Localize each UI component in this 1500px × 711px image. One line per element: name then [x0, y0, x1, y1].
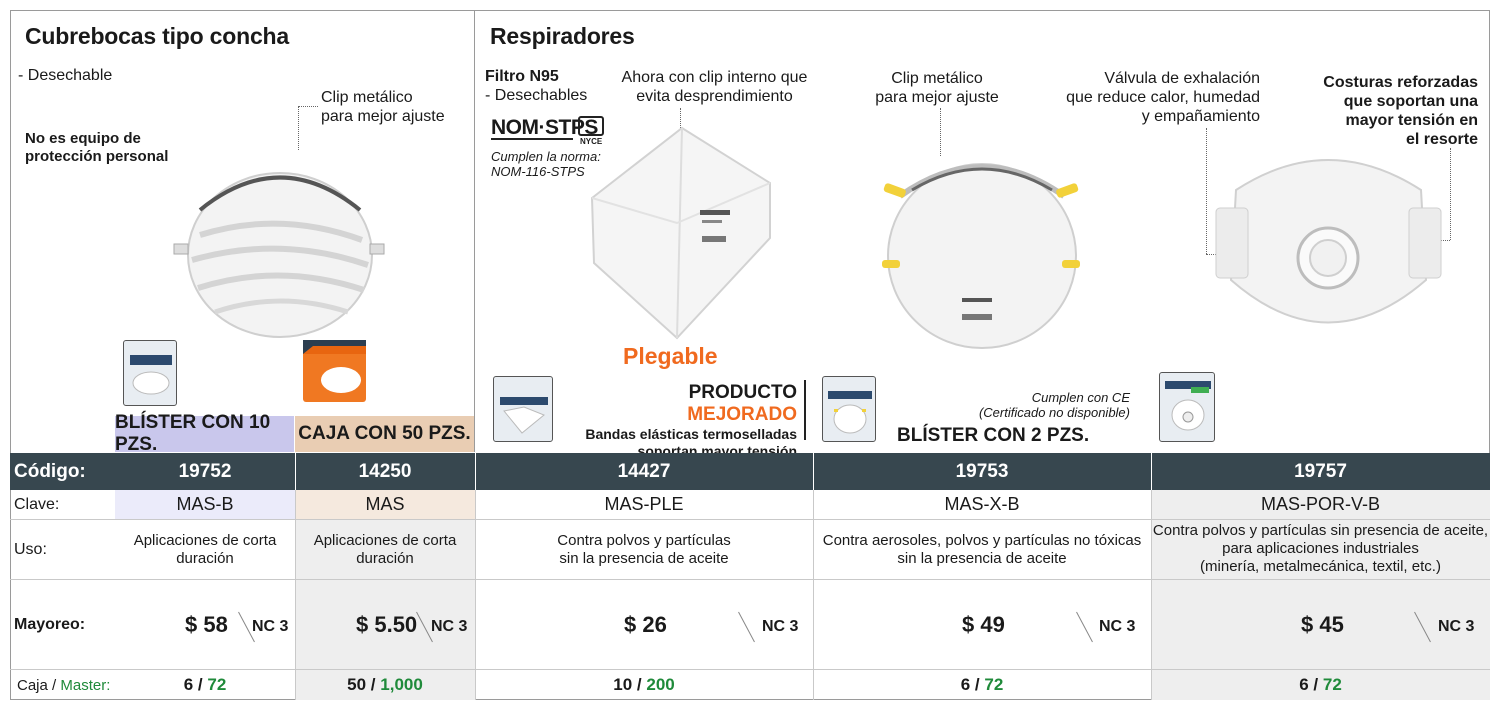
uso-14250: Aplicaciones de corta duración: [295, 520, 475, 579]
leader-line: [940, 108, 941, 156]
box-package-image: [303, 340, 366, 402]
clip-interno-note: Ahora con clip interno que evita desprend…: [621, 69, 808, 105]
ce-note: Cumplen con CE (Certificado no disponible…: [978, 390, 1130, 420]
clave-mas-x-b: MAS-X-B: [944, 494, 1020, 514]
codigo-19757: 19757: [1294, 460, 1347, 482]
leader-line: [298, 106, 318, 107]
uso-19753: Contra aerosoles, polvos y partículas no…: [822, 531, 1142, 567]
leader-line: [1450, 148, 1451, 240]
caja-19753: 6 / 72: [960, 675, 1004, 694]
price-19757: $ 45: [1301, 612, 1344, 637]
leader-line: [1206, 128, 1207, 254]
catalog-frame: [10, 10, 1490, 700]
left-feature: - Desechable: [18, 67, 113, 84]
uso-row: Uso: Aplicaciones de corta duración Aplic…: [10, 520, 1490, 580]
codigo-label: Código:: [14, 460, 86, 482]
shell-mask-image: [173, 172, 385, 338]
leader-line: [1434, 240, 1450, 241]
price-19753: $ 49: [962, 612, 1005, 637]
caja-master-row: Caja / Master: 6 / 72 50 / 1,000 10 / 20…: [10, 670, 1490, 700]
clip-note-left: Clip metálico para mejor ajuste: [321, 89, 445, 125]
x-blister-package-image: [822, 376, 876, 442]
mayoreo-label: Mayoreo:: [14, 615, 86, 633]
valve-respirator-image: [1215, 159, 1442, 324]
uso-19752: Aplicaciones de corta duración: [133, 531, 277, 567]
caja-14250: 50 / 1,000: [295, 670, 475, 700]
valve-blister-package-image: [1159, 372, 1215, 442]
mejorado-divider: [804, 380, 806, 440]
cup-respirator-image: [882, 163, 1080, 349]
nc-19752: NC 3: [252, 618, 289, 635]
caja-label: CAJA CON 50 PZS.: [295, 416, 474, 452]
uso-label: Uso:: [14, 540, 47, 558]
leader-line: [298, 106, 299, 150]
nyce-icon: [578, 116, 604, 136]
price-19752: $ 58: [185, 612, 228, 637]
clave-mas-b: MAS-B: [115, 490, 295, 519]
nc-14250: NC 3: [431, 618, 468, 635]
leader-line: [680, 108, 681, 130]
mayoreo-row: Mayoreo: $ 58 NC 3 $ 5.50 NC 3 $ 26 NC 3…: [10, 580, 1490, 670]
caja-14427: 10 / 200: [613, 675, 675, 694]
blister-package-image: [123, 340, 177, 406]
codigo-14427: 14427: [617, 460, 671, 482]
nom-underline: [491, 138, 573, 140]
nom-stps-logo: NOM·STPS: [491, 116, 598, 139]
section-divider: [474, 10, 475, 452]
table-header-row: Código: 19752 14250 14427 19753 19757: [10, 453, 1490, 490]
left-section-title: Cubrebocas tipo concha: [25, 23, 289, 49]
clave-mas-por-v-b: MAS-POR-V-B: [1151, 490, 1490, 519]
price-14250: $ 5.50: [356, 612, 418, 637]
costuras-note: Costuras reforzadas que soportan una mayor…: [1323, 74, 1478, 148]
blister-label: BLÍSTER CON 10 PZS.: [115, 412, 294, 455]
nyce-text: NYCE: [580, 137, 603, 146]
clip-note-x: Clip metálico para mejor ajuste: [875, 70, 999, 106]
norma-text: Cumplen la norma: NOM-116-STPS: [491, 149, 601, 179]
uso-19757: Contra polvos y partículas sin presencia…: [1151, 520, 1490, 579]
folding-mask-image: [590, 126, 771, 340]
right-features: Filtro N95 - Desechables: [485, 68, 588, 104]
caja-19757: 6 / 72: [1151, 670, 1490, 700]
caja-master-label: Caja / Master:: [17, 676, 111, 694]
caja-19752: 6 / 72: [183, 675, 227, 694]
price-14427: $ 26: [624, 612, 667, 637]
nc-14427: NC 3: [762, 618, 799, 635]
nc-19757: NC 3: [1438, 618, 1475, 635]
uso-14427: Contra polvos y partículas sin la presenc…: [557, 531, 731, 567]
ple-package-image: [493, 376, 553, 442]
clave-mas-ple: MAS-PLE: [604, 494, 684, 514]
clave-mas: MAS: [295, 490, 475, 519]
clave-row: Clave: MAS-B MAS MAS-PLE MAS-X-B MAS-POR…: [10, 490, 1490, 520]
codigo-14250: 14250: [358, 460, 412, 482]
warning-text: No es equipo de protección personal: [25, 130, 169, 165]
codigo-19752: 19752: [178, 460, 232, 482]
nc-19753: NC 3: [1099, 618, 1136, 635]
producto-mejorado: PRODUCTO MEJORADO Bandas elásticas termo…: [585, 382, 797, 459]
valvula-note: Válvula de exhalación que reduce calor, h…: [1066, 70, 1260, 125]
plegable-label: Plegable: [623, 343, 718, 369]
blister2-label: BLÍSTER CON 2 PZS.: [897, 425, 1090, 446]
clave-label: Clave:: [14, 495, 60, 513]
codigo-19753: 19753: [955, 460, 1009, 482]
right-section-title: Respiradores: [490, 23, 635, 49]
